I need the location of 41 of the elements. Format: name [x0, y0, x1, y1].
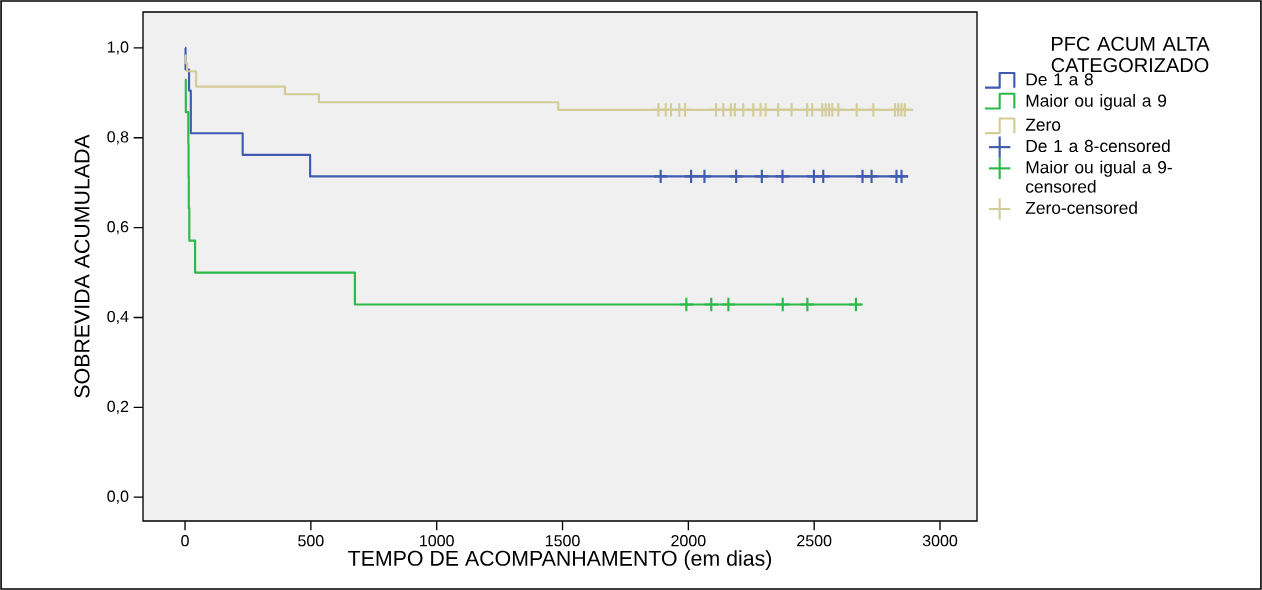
x-axis-title: TEMPO DE ACOMPANHAMENTO (em dias): [348, 550, 772, 571]
point: [678, 296, 695, 313]
point: [652, 168, 669, 185]
point: [865, 102, 882, 118]
point: [799, 296, 816, 313]
x-tick-label: 2500: [797, 535, 832, 547]
point: [720, 296, 737, 313]
point: [783, 102, 800, 118]
point: [774, 296, 791, 313]
y-tick-label: 0,2: [107, 400, 129, 414]
point: [848, 296, 864, 313]
point: [728, 168, 744, 185]
x-tick-label: 0: [181, 535, 189, 547]
y-tick-label: 1,0: [107, 41, 129, 55]
x-tick-label: 2000: [671, 535, 706, 547]
legend-label: Zero: [1025, 118, 1061, 131]
y-tick-label: 0,0: [107, 490, 129, 504]
legend-title: PFC ACUM ALTA CATEGORIZADO: [1051, 36, 1210, 73]
x-tick-label: 1000: [420, 535, 454, 547]
point: [815, 168, 831, 185]
point: [703, 296, 719, 313]
y-axis-title: SOBREVIDA ACUMULADA: [74, 134, 90, 398]
point: [848, 102, 865, 118]
x-tick-label: 500: [298, 535, 324, 547]
y-tick-label: 0,4: [107, 310, 129, 325]
point: [683, 168, 699, 185]
point: [754, 168, 770, 185]
legend-label: De 1 a 8-censored: [1026, 139, 1170, 153]
point: [696, 168, 713, 185]
legend-label: Maior ou igual a 9: [1026, 94, 1167, 111]
legend-label: Zero-censored: [1025, 201, 1137, 214]
point: [893, 168, 910, 185]
x-tick-label: 3000: [922, 535, 958, 547]
point: [774, 168, 791, 185]
y-tick-label: 0,8: [107, 131, 129, 145]
x-tick-label: 1500: [545, 535, 580, 547]
legend-label: Maior ou igual a 9-censored: [1026, 160, 1172, 193]
legend-label: De 1 a 8: [1026, 73, 1093, 86]
point: [863, 168, 880, 185]
point: [770, 102, 786, 118]
y-tick-label: 0,6: [107, 221, 129, 235]
